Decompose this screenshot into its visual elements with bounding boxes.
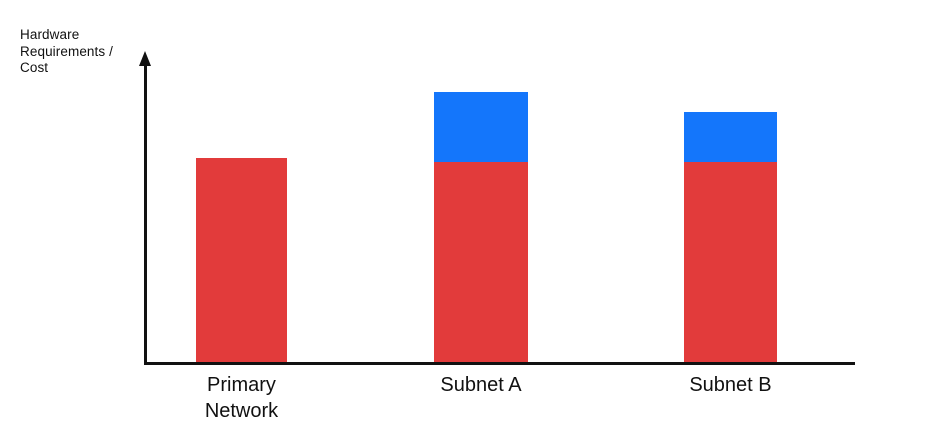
category-label-primary-network: Primary Network	[204, 374, 279, 422]
x-axis-line	[144, 362, 855, 365]
category-label-subnet-b: Subnet B	[689, 374, 772, 396]
bar-primary-network-red-base-segment	[196, 158, 287, 364]
bar-subnet-b-red-base-segment	[684, 162, 777, 364]
category-label-subnet-a: Subnet A	[440, 374, 522, 396]
bar-subnet-a-blue-additional-segment	[434, 92, 528, 162]
y-axis-line	[144, 62, 147, 364]
bar-subnet-a-red-base-segment	[434, 162, 528, 364]
y-axis-label: Hardware Requirements / Cost	[20, 27, 113, 77]
bar-subnet-b-blue-additional-segment	[684, 112, 777, 162]
y-axis-arrowhead-icon	[139, 51, 151, 66]
y-axis-label-line-2: Requirements /	[20, 43, 113, 59]
y-axis-label-line-1: Hardware	[20, 27, 80, 42]
y-axis-label-line-3: Cost	[20, 60, 49, 75]
